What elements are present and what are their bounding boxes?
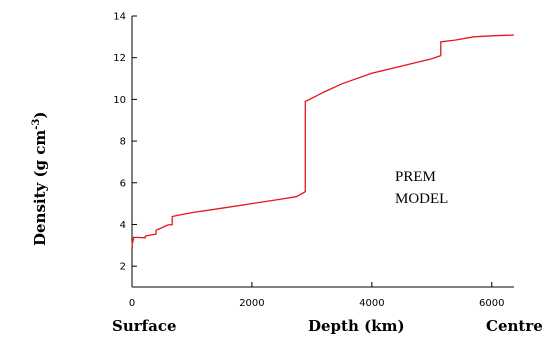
x-tick-label-2000: 2000	[239, 298, 264, 309]
y-tick-label-10: 10	[113, 95, 126, 106]
x-tick-label-0: 0	[129, 298, 135, 309]
axes	[131, 16, 514, 288]
x-start-label: Surface	[112, 317, 177, 335]
y-tick-label-2: 2	[120, 262, 126, 273]
y-axis-title-main: Density (g cm	[31, 130, 49, 246]
y-axis-title: Density (g cm-3)	[31, 112, 49, 247]
x-end-label: Centre	[486, 317, 543, 335]
y-tick-label-14: 14	[113, 12, 126, 23]
annotation-prem: PREM	[395, 169, 436, 185]
annotation-model: MODEL	[395, 191, 448, 207]
x-tick-label-4000: 4000	[359, 298, 384, 309]
y-tick-label-6: 6	[120, 178, 126, 189]
y-tick-label-8: 8	[120, 137, 126, 148]
y-tick-label-12: 12	[113, 53, 126, 64]
x-tick-label-6000: 6000	[479, 298, 504, 309]
y-ticks: 2 4 6 8 10 12 14	[113, 12, 137, 273]
density-series-line	[131, 34, 515, 249]
y-axis-title-exponent: -3	[31, 119, 42, 130]
y-tick-label-4: 4	[120, 220, 126, 231]
x-ticks: 0 2000 4000 6000	[129, 282, 504, 309]
x-axis-title: Depth (km)	[308, 317, 405, 335]
y-axis-title-close: )	[31, 112, 49, 119]
